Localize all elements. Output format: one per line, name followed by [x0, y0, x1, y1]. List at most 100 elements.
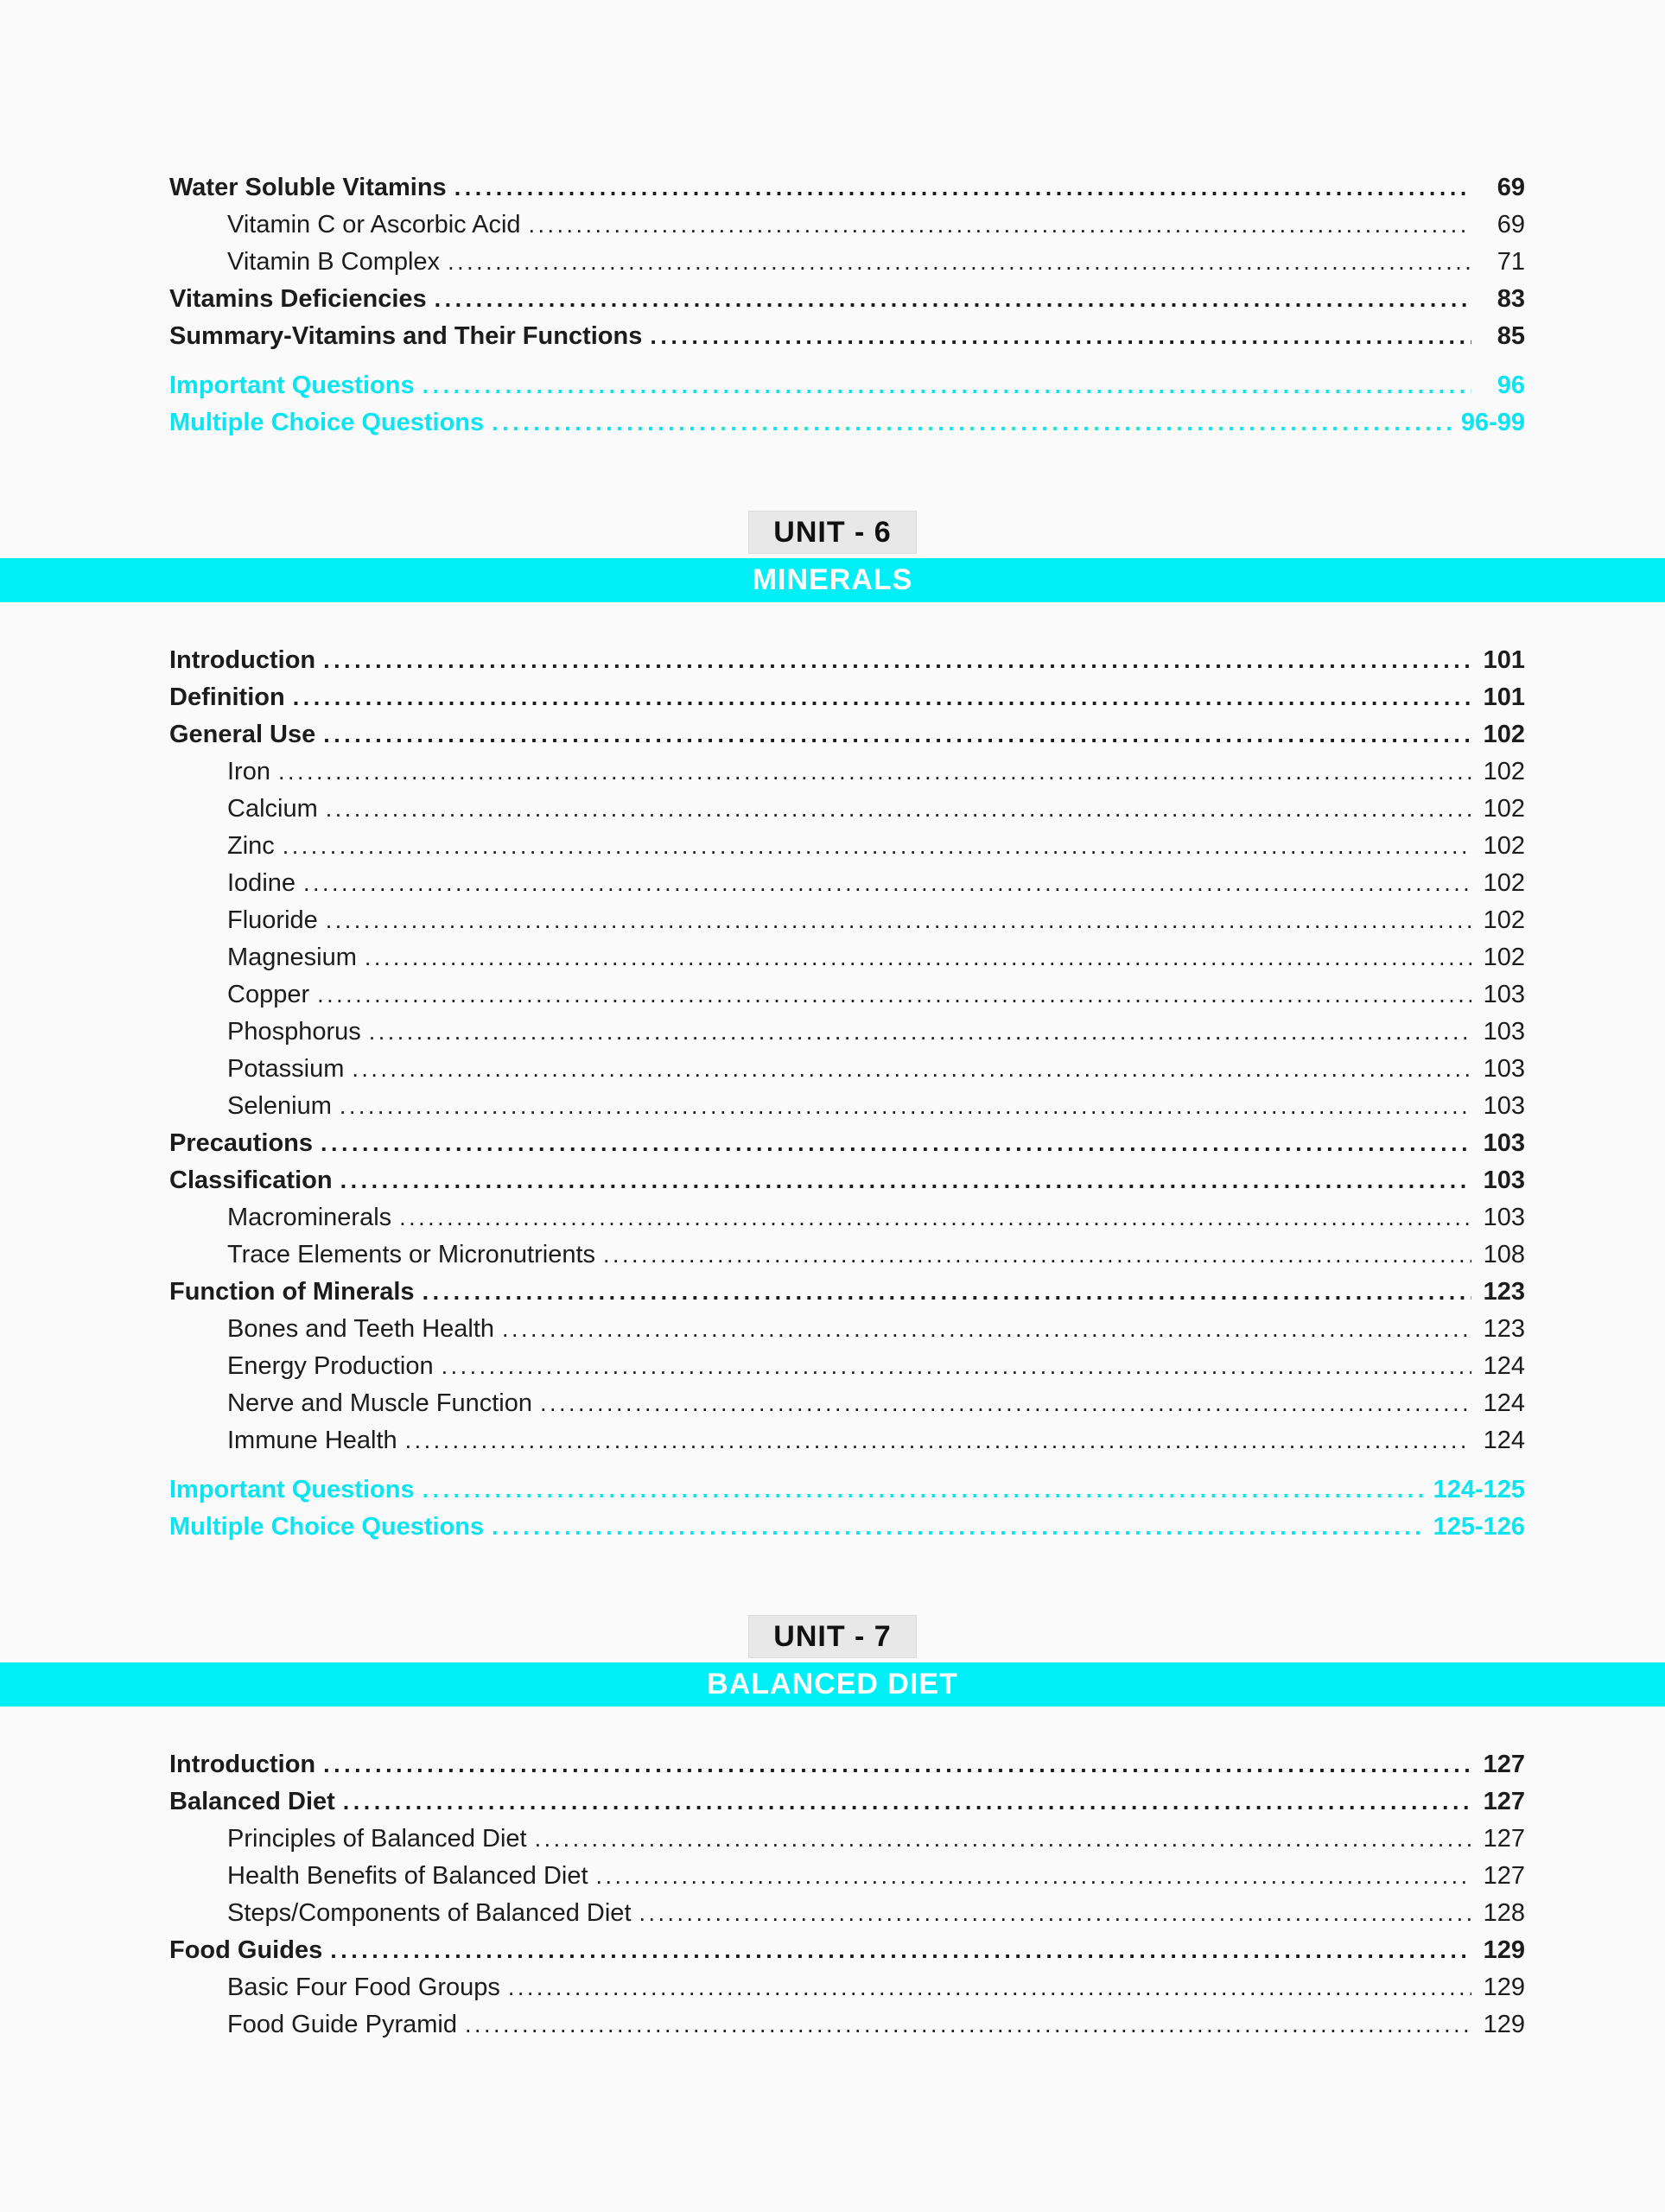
- toc-entry-page: 124-125: [1433, 1476, 1525, 1503]
- toc-entry: Nerve and Muscle Function 124: [169, 1385, 1525, 1422]
- toc-entry-page: 102: [1483, 944, 1525, 971]
- toc-entry-page: 85: [1497, 322, 1525, 350]
- toc-entry-page: 129: [1483, 2011, 1525, 2038]
- dot-leader: [603, 1236, 1471, 1274]
- toc-entry-label: Steps/Components of Balanced Diet: [227, 1899, 632, 1927]
- dot-leader: [326, 791, 1471, 828]
- toc-entry-label: Classification: [169, 1166, 333, 1194]
- dot-leader: [502, 1311, 1471, 1348]
- toc-entry: Multiple Choice Questions 125-126: [169, 1509, 1525, 1546]
- toc-entry-label: Vitamins Deficiencies: [169, 285, 427, 313]
- dot-leader: [423, 367, 1471, 404]
- toc-entry-label: Copper: [227, 981, 310, 1008]
- toc-entry: Definition 101: [169, 679, 1525, 716]
- toc-entry-label: Magnesium: [227, 944, 357, 971]
- dot-leader: [650, 318, 1471, 355]
- dot-leader: [330, 1932, 1471, 1969]
- toc-entry-label: General Use: [169, 721, 316, 748]
- toc-entry-page: 102: [1483, 721, 1525, 748]
- toc-entry-label: Principles of Balanced Diet: [227, 1825, 527, 1853]
- toc-entry-label: Potassium: [227, 1055, 345, 1083]
- toc-entry-page: 124: [1483, 1427, 1525, 1454]
- toc-entry-page: 129: [1483, 1974, 1525, 2001]
- toc-entry-page: 102: [1483, 906, 1525, 934]
- toc-entry-page: 102: [1483, 758, 1525, 785]
- toc-section-vitamins: Water Soluble Vitamins69Vitamin C or Asc…: [169, 169, 1525, 442]
- dot-leader: [435, 281, 1471, 318]
- toc-entry-page: 71: [1497, 248, 1525, 276]
- toc-entry-page: 101: [1483, 646, 1525, 674]
- toc-entry: Immune Health 124: [169, 1422, 1525, 1459]
- toc-entry-label: Food Guides: [169, 1936, 323, 1964]
- toc-entry: Important Questions 96: [169, 367, 1525, 404]
- dot-leader: [639, 1895, 1472, 1932]
- toc-entry-page: 127: [1483, 1862, 1525, 1890]
- dot-leader: [321, 1125, 1471, 1162]
- toc-entry-page: 69: [1497, 174, 1525, 201]
- toc-entry: Magnesium 102: [169, 939, 1525, 976]
- toc-entry-label: Precautions: [169, 1129, 313, 1157]
- toc-entry-page: 69: [1497, 211, 1525, 238]
- toc-entry-page: 103: [1483, 1055, 1525, 1083]
- dot-leader: [399, 1199, 1471, 1236]
- toc-entry: Macrominerals 103: [169, 1199, 1525, 1236]
- unit-badge: UNIT - 6: [748, 511, 917, 554]
- dot-leader: [423, 1471, 1425, 1509]
- toc-entry-label: Iodine: [227, 869, 296, 897]
- toc-section-minerals: Introduction 101 Definition 101 General Use 1…: [169, 642, 1525, 1546]
- toc-entry-label: Trace Elements or Micronutrients: [227, 1241, 596, 1268]
- toc-entry: Calcium 102: [169, 791, 1525, 828]
- dot-leader: [508, 1969, 1471, 2006]
- dot-leader: [365, 939, 1471, 976]
- toc-entry-label: Phosphorus: [227, 1018, 361, 1046]
- toc-entry-label: Multiple Choice Questions: [169, 1513, 485, 1541]
- toc-entry-label: Food Guide Pyramid: [227, 2011, 457, 2038]
- unit-title-bar: MINERALS: [0, 558, 1665, 602]
- unit-title-bar: BALANCED DIET: [0, 1662, 1665, 1707]
- toc-entry-label: Iron: [227, 758, 270, 785]
- toc-entry-label: Multiple Choice Questions: [169, 409, 485, 436]
- toc-entry-page: 102: [1483, 869, 1525, 897]
- dot-leader: [283, 828, 1471, 865]
- toc-entry-label: Basic Four Food Groups: [227, 1974, 500, 2001]
- toc-entry-label: Nerve and Muscle Function: [227, 1389, 532, 1417]
- dot-leader: [323, 716, 1471, 753]
- toc-entry: Energy Production 124: [169, 1348, 1525, 1385]
- toc-entry: Vitamin B Complex 71: [169, 244, 1525, 281]
- toc-entry-page: 124: [1483, 1352, 1525, 1380]
- toc-entry: Copper 103: [169, 976, 1525, 1014]
- toc-entry: Trace Elements or Micronutrients 108: [169, 1236, 1525, 1274]
- toc-entry: Multiple Choice Questions 96-99: [169, 404, 1525, 442]
- toc-entry: Fluoride 102: [169, 902, 1525, 939]
- toc-entry: Basic Four Food Groups 129: [169, 1969, 1525, 2006]
- dot-leader: [352, 1051, 1471, 1088]
- dot-leader: [293, 679, 1471, 716]
- toc-entry-label: Introduction: [169, 646, 316, 674]
- toc-entry: Vitamin C or Ascorbic Acid 69: [169, 207, 1525, 244]
- toc-entry: Introduction 127: [169, 1746, 1525, 1783]
- toc-entry-page: 102: [1483, 832, 1525, 860]
- toc-entry-page: 123: [1483, 1315, 1525, 1343]
- toc-entry: Zinc 102: [169, 828, 1525, 865]
- dot-leader: [323, 1746, 1471, 1783]
- dot-leader: [405, 1422, 1471, 1459]
- toc-entry-label: Selenium: [227, 1092, 332, 1120]
- dot-leader: [529, 207, 1471, 244]
- toc-entry-page: 103: [1483, 1204, 1525, 1231]
- toc-entry: Introduction 101: [169, 642, 1525, 679]
- toc-section-balanced-diet: Introduction127Balanced Diet127Principle…: [169, 1746, 1525, 2044]
- toc-entry: Potassium 103: [169, 1051, 1525, 1088]
- toc-entry: Function of Minerals 123: [169, 1274, 1525, 1311]
- toc-entry-page: 127: [1483, 1751, 1525, 1778]
- toc-entry-label: Important Questions: [169, 1476, 415, 1503]
- toc-entry-page: 128: [1483, 1899, 1525, 1927]
- toc-entry-page: 102: [1483, 795, 1525, 823]
- dot-leader: [343, 1783, 1471, 1821]
- toc-entry-label: Definition: [169, 683, 285, 711]
- toc-entry-page: 101: [1483, 683, 1525, 711]
- dot-leader: [303, 865, 1471, 902]
- dot-leader: [535, 1821, 1471, 1858]
- toc-entry-page: 108: [1483, 1241, 1525, 1268]
- table-of-contents: Water Soluble Vitamins69Vitamin C or Asc…: [0, 0, 1665, 2044]
